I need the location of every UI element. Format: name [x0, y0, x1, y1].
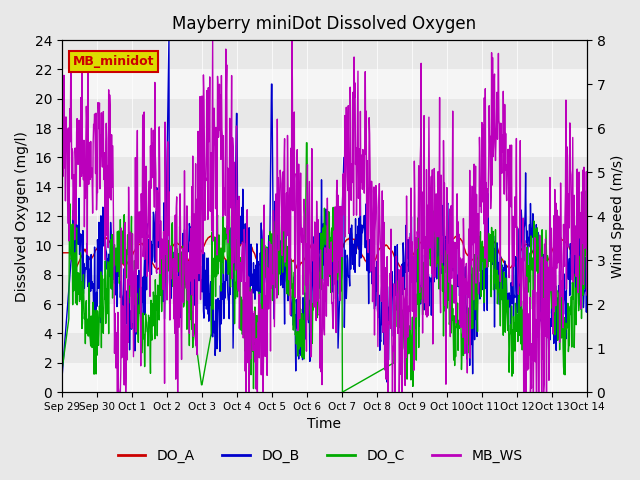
Bar [62, 187, 587, 216]
Text: MB_minidot: MB_minidot [72, 55, 154, 68]
Bar [62, 363, 587, 392]
Bar [62, 128, 587, 157]
Bar [62, 245, 587, 275]
Y-axis label: Wind Speed (m/s): Wind Speed (m/s) [611, 155, 625, 278]
Title: Mayberry miniDot Dissolved Oxygen: Mayberry miniDot Dissolved Oxygen [172, 15, 477, 33]
Legend: DO_A, DO_B, DO_C, MB_WS: DO_A, DO_B, DO_C, MB_WS [112, 443, 528, 468]
Y-axis label: Dissolved Oxygen (mg/l): Dissolved Oxygen (mg/l) [15, 131, 29, 301]
Bar [62, 304, 587, 334]
X-axis label: Time: Time [307, 418, 341, 432]
Bar [62, 70, 587, 99]
